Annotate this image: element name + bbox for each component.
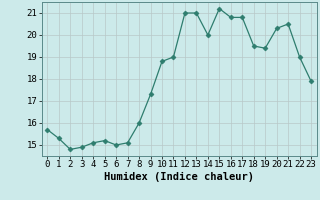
X-axis label: Humidex (Indice chaleur): Humidex (Indice chaleur) <box>104 172 254 182</box>
